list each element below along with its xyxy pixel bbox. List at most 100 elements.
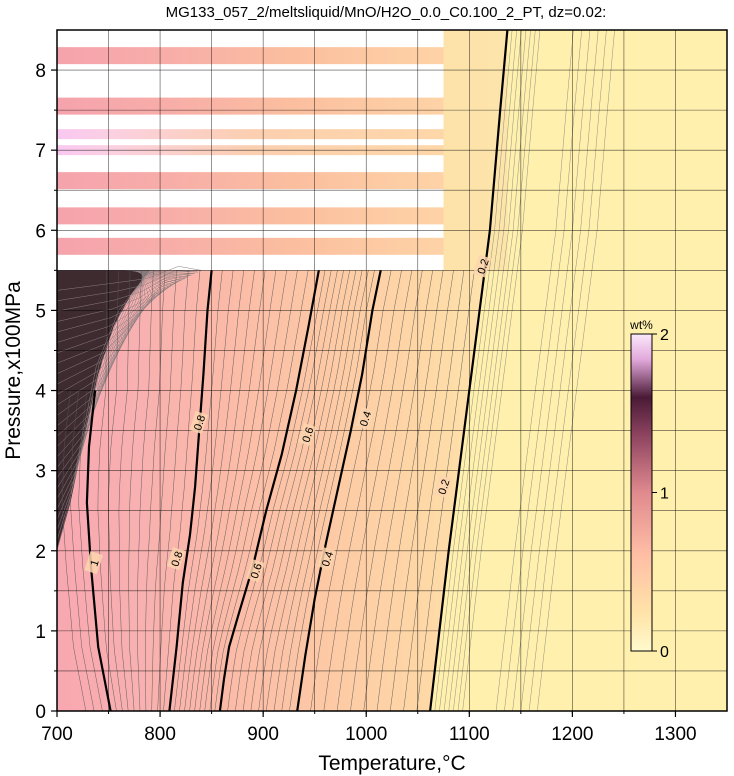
thin-contour-line <box>250 270 344 711</box>
thin-contour-line <box>209 270 298 711</box>
thin-contour-line <box>289 270 375 711</box>
x-tick-label: 700 <box>41 724 73 745</box>
contour-label: 0.6 <box>297 422 317 446</box>
contour-label-bg <box>472 254 492 278</box>
contour-label-bg <box>317 547 336 571</box>
x-tick-label: 800 <box>144 724 176 745</box>
contour-label-bg <box>84 551 103 575</box>
thin-contour-line <box>273 270 363 711</box>
contour-label-text: 0.2 <box>476 257 492 275</box>
y-tick-label: 1 <box>35 622 46 643</box>
thin-contour-line <box>235 270 332 711</box>
dense-contour-line <box>57 270 147 510</box>
dense-contour-line <box>57 270 145 489</box>
contour-label-text: 1 <box>88 558 101 568</box>
colorbar-ticks: 0 1 2 <box>652 327 669 661</box>
thin-contour-line <box>310 270 392 711</box>
thin-contour-line <box>145 270 166 711</box>
thin-contour-line <box>137 270 154 711</box>
bold-contour-line <box>218 270 320 711</box>
dense-contour-line <box>57 270 189 333</box>
contour-label: 0.4 <box>317 547 336 571</box>
thin-contour-line <box>258 270 350 711</box>
thin-contour-line <box>336 270 413 711</box>
contour-label-text: 0.4 <box>358 410 374 428</box>
x-tick-label: 1300 <box>654 724 696 745</box>
y-tick-label: 4 <box>35 382 46 403</box>
thin-contour-line <box>376 270 444 711</box>
colorbar: wt% 0 1 2 <box>629 318 669 661</box>
thin-contour-line <box>118 270 131 711</box>
colorbar-tick-label: 0 <box>660 644 669 661</box>
contour-label-bg <box>166 547 186 571</box>
thin-contour-line <box>242 270 338 711</box>
thin-contour-line <box>151 270 177 711</box>
contour-label-bg <box>433 475 453 499</box>
thin-contour-line <box>199 270 277 711</box>
thin-contour-line <box>265 270 357 711</box>
contour-label-text: 0.6 <box>249 562 265 580</box>
pressure-band <box>57 129 444 140</box>
thin-contour-line <box>227 270 326 711</box>
contour-label: 1 <box>84 551 103 575</box>
dense-contour-line <box>57 270 169 395</box>
thin-contour-line <box>204 270 287 711</box>
colorbar-gradient <box>630 333 653 652</box>
plot-area: 1 0.8 0.8 0.6 0.6 0.4 0.4 0.2 0.2 <box>57 30 727 711</box>
pressure-band <box>57 97 444 115</box>
y-tick-label: 5 <box>35 301 46 322</box>
contour-label: 0.2 <box>472 254 492 278</box>
contour-label-text: 0.6 <box>300 426 316 444</box>
contour-label-bg <box>355 406 374 430</box>
bold-contour-line <box>429 30 509 711</box>
pressure-band <box>57 47 444 65</box>
dense-contour-line <box>57 270 144 479</box>
x-tick-label: 1000 <box>345 724 387 745</box>
colorbar-tick-label: 2 <box>660 327 669 344</box>
high-concentration-region <box>57 270 150 551</box>
x-axis-label: Temperature,°C <box>318 752 465 775</box>
contour-label-text: 0.8 <box>192 414 208 432</box>
thin-contour-line <box>179 270 234 711</box>
contour-labels: 1 0.8 0.8 0.6 0.6 0.4 0.4 0.2 0.2 <box>84 254 492 583</box>
colorbar-unit: wt% <box>629 318 653 332</box>
thin-contour-line <box>61 390 87 711</box>
dense-contour-line <box>57 270 146 499</box>
pressure-band <box>57 237 444 255</box>
x-tick-label: 1100 <box>449 724 490 745</box>
thin-contour-line <box>363 270 433 711</box>
thin-contour-line <box>128 270 142 711</box>
contour-label: 0.6 <box>246 559 265 583</box>
contour-label-bg <box>189 410 208 434</box>
contour-label-bg <box>246 559 265 583</box>
colorbar-tick-label: 1 <box>660 486 669 503</box>
bold-contour-line <box>168 270 213 711</box>
thin-contour-line <box>214 270 309 711</box>
y-axis-label: Pressure,x100MPa <box>2 281 25 460</box>
y-tick-label: 2 <box>35 542 46 563</box>
thin-contour-line <box>403 270 465 711</box>
bold-contour-line <box>85 390 112 711</box>
thin-contour-line <box>194 270 266 711</box>
thin-contour-line <box>189 270 255 711</box>
plot-frame <box>56 29 728 712</box>
thin-contour-line <box>78 390 103 711</box>
thin-contour-line <box>174 270 223 711</box>
thin-contour-line <box>157 270 189 711</box>
x-tick-label: 900 <box>247 724 279 745</box>
dense-contour-line <box>57 270 150 541</box>
dense-contour-line <box>57 270 179 364</box>
thin-contour-line <box>323 270 402 711</box>
y-tick-label: 3 <box>35 462 46 483</box>
contour-label-text: 0.2 <box>436 478 452 496</box>
contour-label: 0.4 <box>355 406 374 430</box>
thin-contour-line <box>70 390 95 711</box>
thin-contour-line <box>163 270 201 711</box>
dense-contour-line <box>57 270 192 322</box>
y-tick-label: 0 <box>35 702 46 723</box>
contour-label-text: 0.4 <box>320 550 336 568</box>
y-tick-label: 6 <box>35 221 46 242</box>
chart-title: MG133_057_2/meltsliquid/MnO/H2O_0.0_C0.1… <box>166 4 607 21</box>
dense-contour-line <box>57 270 185 343</box>
